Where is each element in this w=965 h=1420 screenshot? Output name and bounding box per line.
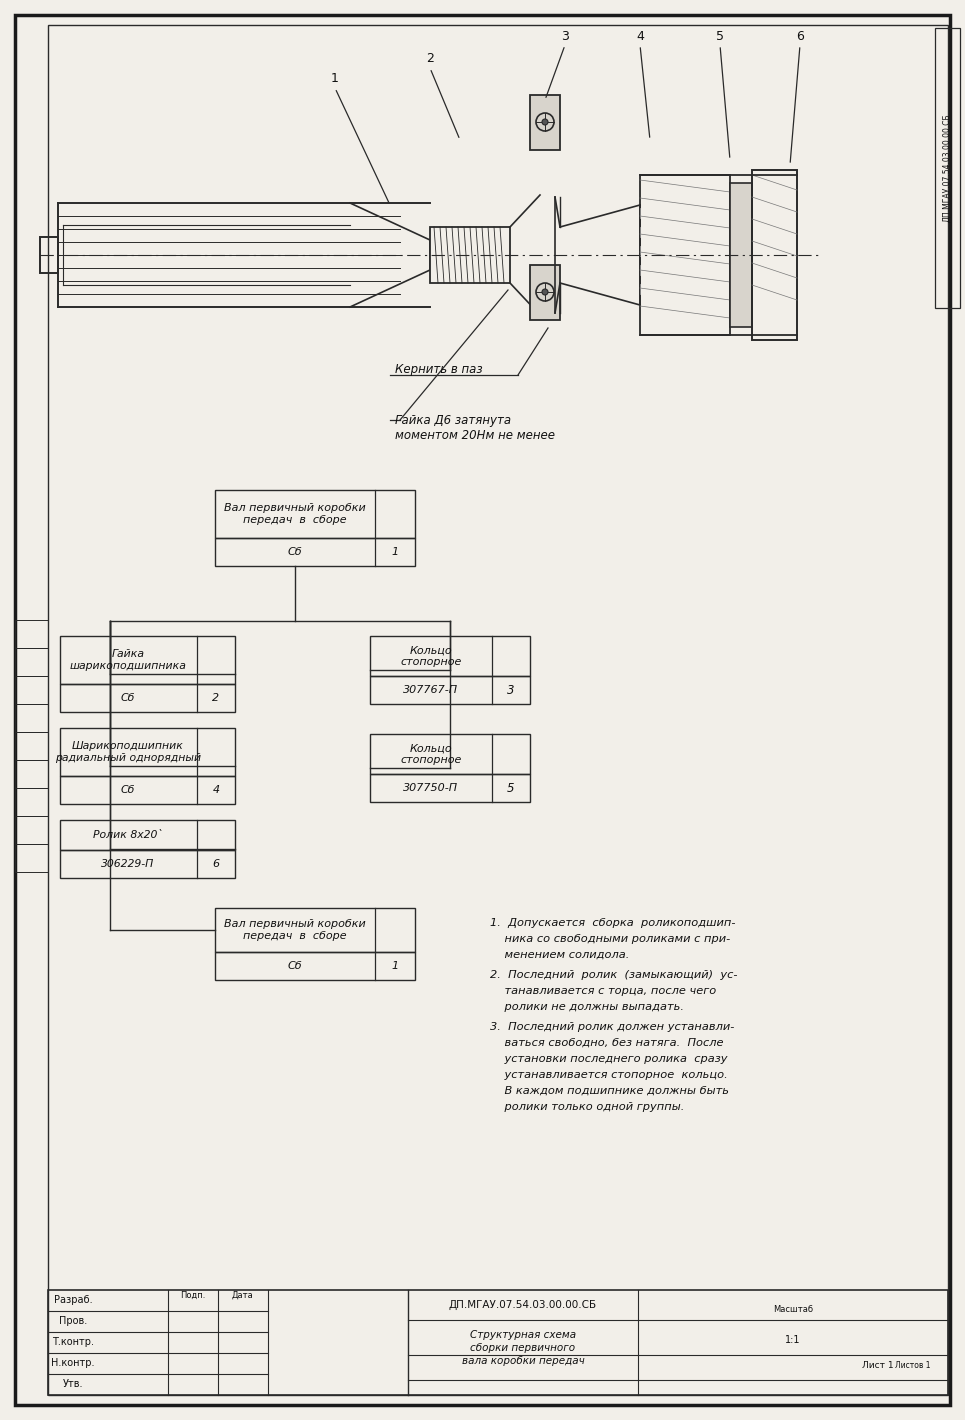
Text: Структурная схема: Структурная схема: [470, 1331, 576, 1340]
Text: 2: 2: [212, 693, 220, 703]
Text: сборки первичного: сборки первичного: [471, 1343, 575, 1353]
Bar: [15, 621, 48, 648]
Bar: [60, 684, 235, 711]
Bar: [60, 728, 235, 775]
Text: 3: 3: [561, 30, 569, 43]
Text: 6: 6: [212, 859, 220, 869]
Text: 1: 1: [392, 547, 399, 557]
Bar: [60, 636, 235, 684]
Text: 1.  Допускается  сборка  роликоподшип-: 1. Допускается сборка роликоподшип-: [490, 917, 735, 929]
Bar: [15, 704, 48, 731]
Text: 1:1: 1:1: [786, 1335, 801, 1345]
Text: Сб: Сб: [288, 961, 302, 971]
Bar: [15, 760, 48, 788]
Text: Шарикоподшипник
радиальный однорядный: Шарикоподшипник радиальный однорядный: [55, 741, 201, 763]
Circle shape: [542, 119, 548, 125]
Bar: [215, 490, 415, 538]
Text: устанавливается стопорное  кольцо.: устанавливается стопорное кольцо.: [490, 1071, 728, 1081]
Text: 5: 5: [508, 781, 514, 795]
Bar: [215, 907, 415, 951]
Text: ДП.МГАУ.07.54.03.00.00.СБ: ДП.МГАУ.07.54.03.00.00.СБ: [943, 114, 951, 223]
Bar: [530, 266, 560, 320]
Bar: [40, 237, 58, 273]
Bar: [370, 676, 530, 704]
Bar: [730, 183, 752, 327]
Bar: [15, 843, 48, 872]
Text: 2.  Последний  ролик  (замыкающий)  ус-: 2. Последний ролик (замыкающий) ус-: [490, 970, 737, 980]
Text: ваться свободно, без натяга.  После: ваться свободно, без натяга. После: [490, 1038, 724, 1048]
Bar: [15, 788, 48, 816]
Text: установки последнего ролика  сразу: установки последнего ролика сразу: [490, 1054, 728, 1064]
Text: Утв.: Утв.: [63, 1379, 83, 1389]
Text: Гайка Д6 затянута
моментом 20Нм не менее: Гайка Д6 затянута моментом 20Нм не менее: [395, 415, 555, 442]
Text: ролики только одной группы.: ролики только одной группы.: [490, 1102, 684, 1112]
Text: Кольцо
стопорное: Кольцо стопорное: [400, 645, 461, 667]
Circle shape: [542, 290, 548, 295]
Bar: [935, 28, 960, 308]
Text: Вал первичный коробки
передач  в  сборе: Вал первичный коробки передач в сборе: [224, 503, 366, 525]
Text: Пров.: Пров.: [59, 1316, 87, 1326]
Text: вала коробки передач: вала коробки передач: [461, 1356, 585, 1366]
Bar: [370, 774, 530, 802]
Bar: [370, 636, 530, 676]
Text: Листов 1: Листов 1: [896, 1360, 931, 1369]
Text: 306229-П: 306229-П: [101, 859, 154, 869]
Text: Ролик 8х20`: Ролик 8х20`: [93, 831, 163, 841]
Text: 1: 1: [392, 961, 399, 971]
Text: 5: 5: [716, 30, 724, 43]
Bar: [60, 775, 235, 804]
Text: 3.  Последний ролик должен устанавли-: 3. Последний ролик должен устанавли-: [490, 1022, 734, 1032]
Text: 6: 6: [796, 30, 804, 43]
Bar: [15, 676, 48, 704]
Bar: [215, 538, 415, 567]
Bar: [752, 170, 797, 339]
Bar: [15, 648, 48, 676]
Text: Кольцо
стопорное: Кольцо стопорное: [400, 743, 461, 765]
Text: Кернить в паз: Кернить в паз: [395, 364, 482, 376]
Text: ролики не должны выпадать.: ролики не должны выпадать.: [490, 1003, 684, 1012]
Text: Гайка
шарикоподшипника: Гайка шарикоподшипника: [69, 649, 186, 670]
Bar: [370, 734, 530, 774]
Text: В каждом подшипнике должны быть: В каждом подшипнике должны быть: [490, 1086, 729, 1096]
Text: ДП.МГАУ.07.54.03.00.00.СБ: ДП.МГАУ.07.54.03.00.00.СБ: [449, 1299, 597, 1311]
Bar: [530, 95, 560, 151]
Bar: [60, 851, 235, 878]
Text: Сб: Сб: [121, 785, 135, 795]
Text: ника со свободными роликами с при-: ника со свободными роликами с при-: [490, 934, 731, 944]
Text: 2: 2: [427, 53, 434, 65]
Text: Т.контр.: Т.контр.: [52, 1338, 94, 1348]
Text: Лист 1: Лист 1: [862, 1360, 894, 1369]
Text: Разраб.: Разраб.: [54, 1295, 93, 1305]
Text: менением солидола.: менением солидола.: [490, 950, 629, 960]
Text: 1: 1: [331, 72, 339, 85]
Text: Сб: Сб: [121, 693, 135, 703]
Bar: [430, 227, 510, 283]
Text: Масштаб: Масштаб: [773, 1305, 813, 1315]
Text: 307750-П: 307750-П: [403, 782, 458, 792]
Text: Дата: Дата: [233, 1291, 254, 1299]
Text: Н.контр.: Н.контр.: [51, 1358, 95, 1367]
Bar: [640, 175, 730, 335]
Bar: [15, 731, 48, 760]
Text: Вал первичный коробки
передач  в  сборе: Вал первичный коробки передач в сборе: [224, 919, 366, 941]
Bar: [215, 951, 415, 980]
Text: 3: 3: [508, 683, 514, 696]
Text: 307767-П: 307767-П: [403, 684, 458, 694]
Text: 4: 4: [636, 30, 644, 43]
Text: Сб: Сб: [288, 547, 302, 557]
Text: танавливается с торца, после чего: танавливается с торца, после чего: [490, 985, 716, 995]
Bar: [48, 1289, 948, 1394]
Text: 4: 4: [212, 785, 220, 795]
Bar: [60, 819, 235, 851]
Text: Подп.: Подп.: [180, 1291, 206, 1299]
Bar: [15, 816, 48, 843]
